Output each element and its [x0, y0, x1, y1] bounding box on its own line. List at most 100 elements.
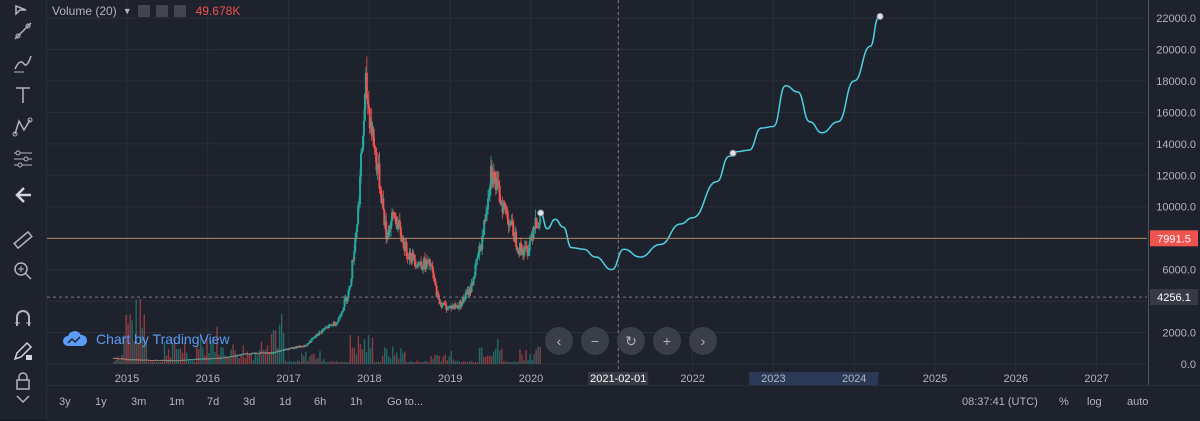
volume-bar: [335, 360, 337, 364]
candle: [348, 286, 351, 291]
volume-bar: [153, 362, 156, 364]
projection-point[interactable]: [876, 12, 884, 20]
percent-toggle[interactable]: %: [1059, 396, 1069, 408]
pattern-tool[interactable]: [6, 112, 40, 142]
candle: [519, 243, 522, 252]
draw-mode-tool[interactable]: [6, 336, 40, 366]
volume-bar: [149, 361, 152, 364]
range-3d[interactable]: 3d: [243, 396, 256, 408]
candle: [444, 303, 447, 305]
volume-bar: [181, 352, 184, 364]
trend-line-icon: [14, 22, 32, 40]
brush-tool[interactable]: [6, 48, 40, 78]
prediction-tool[interactable]: [6, 144, 40, 174]
volume-bar: [131, 320, 133, 364]
range-1h[interactable]: 1h: [350, 396, 363, 408]
cursor-tool[interactable]: [6, 0, 40, 30]
candle: [313, 337, 316, 339]
scroll-right-button[interactable]: ›: [689, 327, 717, 355]
volume-bar: [321, 360, 323, 364]
price-axis[interactable]: [1148, 0, 1200, 385]
candle: [461, 297, 464, 304]
trend-line-tool[interactable]: [6, 16, 40, 46]
volume-bar: [196, 345, 198, 364]
zoom-out-button[interactable]: −: [581, 327, 609, 355]
collapse-toolbar[interactable]: [6, 384, 40, 414]
volume-bar: [226, 356, 228, 364]
volume-bar: [200, 333, 202, 364]
volume-bar: [282, 333, 285, 364]
candle: [532, 227, 535, 238]
range-3m[interactable]: 3m: [131, 396, 147, 408]
volume-bar: [117, 356, 119, 364]
chevron-right-icon: ›: [700, 333, 706, 349]
magnet-tool[interactable]: [6, 304, 40, 334]
range-6h[interactable]: 6h: [314, 396, 327, 408]
candle: [255, 352, 258, 354]
scroll-left-button[interactable]: ‹: [545, 327, 573, 355]
range-1d[interactable]: 1d: [279, 396, 292, 408]
tradingview-watermark[interactable]: Chart by TradingView: [62, 330, 230, 348]
candle: [350, 278, 353, 286]
volume-bar: [422, 362, 424, 364]
candle: [420, 261, 423, 266]
candle: [391, 212, 394, 222]
candle: [296, 346, 299, 349]
back-tool[interactable]: [6, 180, 40, 210]
volume-bar: [387, 356, 390, 364]
projection-line[interactable]: [540, 17, 880, 271]
reset-button[interactable]: ↻: [617, 327, 645, 355]
volume-bar: [369, 348, 372, 364]
volume-bar: [527, 359, 529, 364]
chevron-down-icon[interactable]: ▼: [122, 6, 132, 16]
gear-icon[interactable]: [155, 5, 168, 17]
range-3y[interactable]: 3y: [59, 396, 71, 408]
volume-bar: [301, 353, 303, 364]
text-tool[interactable]: [6, 80, 40, 110]
candle: [257, 353, 260, 355]
candle: [430, 265, 433, 267]
lock-tool[interactable]: [6, 366, 40, 396]
candle: [476, 258, 479, 260]
volume-bar: [539, 347, 541, 364]
range-1m[interactable]: 1m: [169, 396, 185, 408]
goto-date-button[interactable]: Go to...: [387, 396, 424, 408]
candle: [388, 225, 391, 236]
projection-point[interactable]: [537, 209, 545, 217]
range-7d[interactable]: 7d: [207, 396, 220, 408]
volume-bar: [280, 314, 283, 364]
candle: [328, 324, 331, 328]
volume-bar: [396, 352, 398, 364]
volume-bar: [240, 355, 242, 364]
candle: [347, 290, 350, 298]
candle: [433, 278, 436, 282]
candle: [363, 94, 366, 121]
candle: [442, 302, 445, 306]
ruler-icon: [13, 230, 33, 250]
zoom-in-button[interactable]: +: [653, 327, 681, 355]
log-toggle[interactable]: log: [1087, 396, 1102, 408]
volume-bar: [452, 359, 455, 364]
candle: [232, 355, 235, 357]
candle: [354, 239, 357, 252]
measure-tool[interactable]: [6, 225, 40, 255]
range-1y[interactable]: 1y: [95, 396, 107, 408]
volume-bar: [250, 353, 253, 364]
zoom-tool[interactable]: [6, 256, 40, 286]
volume-bar: [394, 355, 396, 364]
volume-bar: [165, 355, 168, 364]
close-icon[interactable]: [173, 5, 186, 17]
eye-icon[interactable]: [137, 5, 150, 17]
clock-time[interactable]: 08:37:41 (UTC): [962, 396, 1038, 408]
projection-point[interactable]: [729, 149, 737, 157]
auto-toggle[interactable]: auto: [1127, 396, 1149, 408]
volume-bar: [390, 358, 392, 364]
candle: [219, 358, 222, 360]
chevron-left-icon: ‹: [556, 333, 562, 349]
volume-bar: [163, 342, 166, 364]
candle: [318, 331, 321, 335]
candle: [475, 259, 478, 264]
volume-bar: [141, 327, 143, 364]
indicator-name[interactable]: Volume (20): [52, 4, 117, 18]
candle: [488, 186, 491, 194]
